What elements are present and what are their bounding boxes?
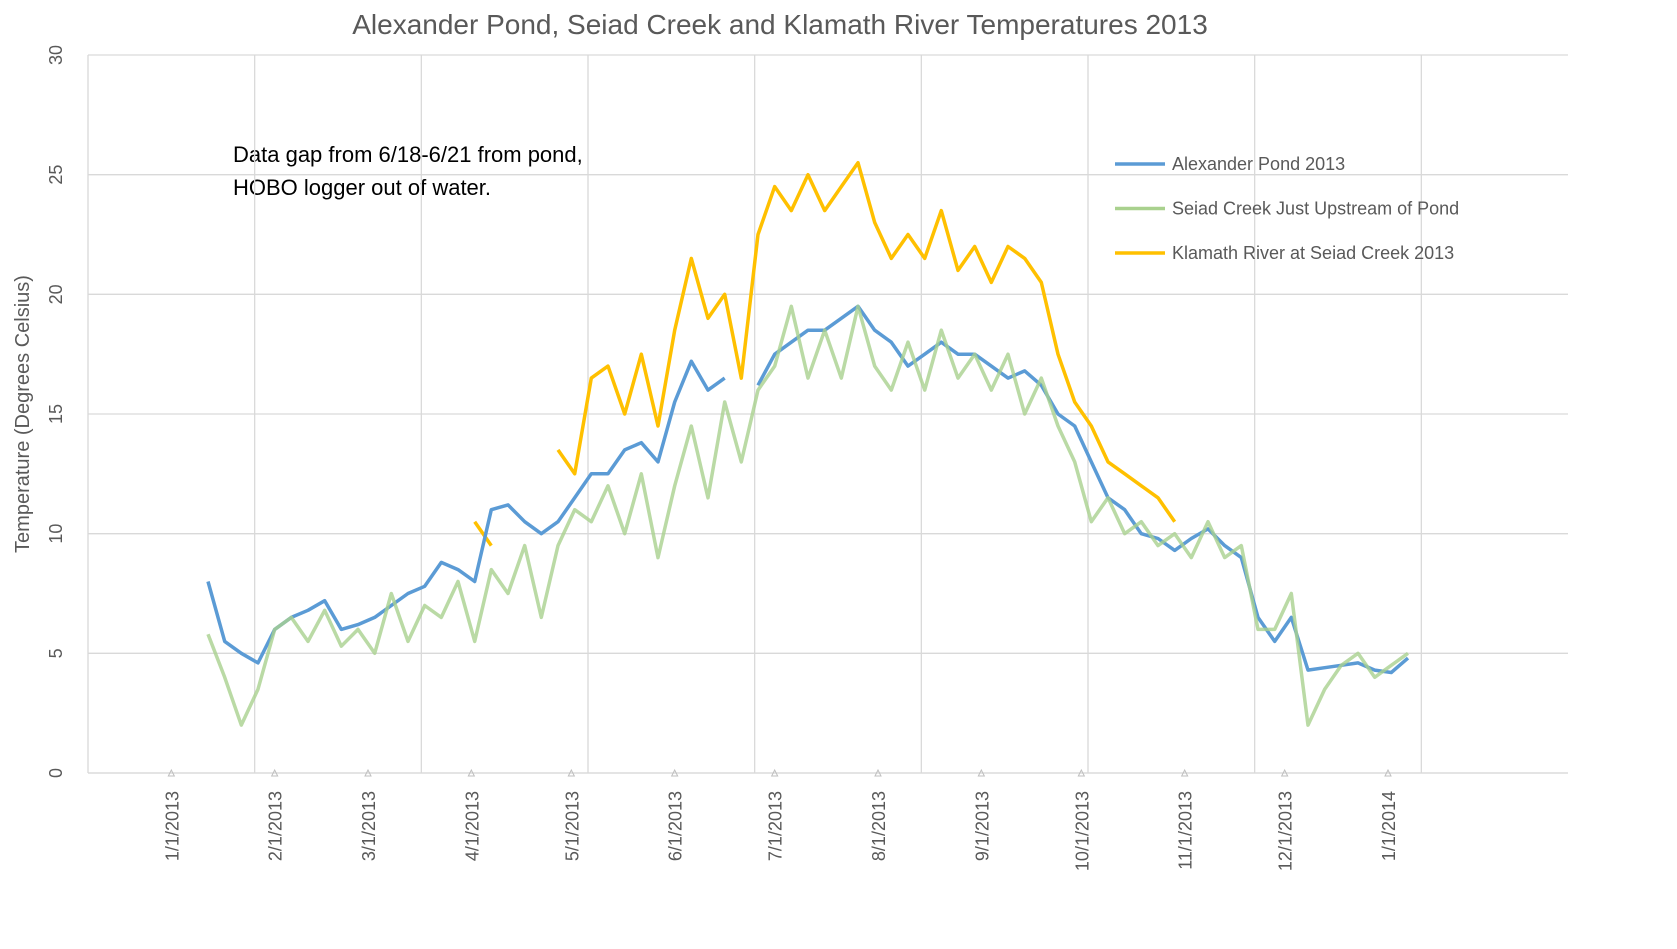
chart-title: Alexander Pond, Seiad Creek and Klamath … (352, 9, 1208, 40)
tick-mark (670, 768, 679, 777)
tick-mark (567, 768, 576, 777)
tick-mark (270, 768, 279, 777)
x-tick-label: 11/1/2013 (1176, 791, 1196, 870)
legend-label: Alexander Pond 2013 (1172, 154, 1345, 174)
tick-mark (364, 768, 372, 777)
tick-mark (1077, 768, 1086, 777)
x-tick-label: 2/1/2013 (266, 791, 286, 861)
tick-mark (1384, 768, 1392, 777)
line-series (473, 160, 1177, 547)
y-tick-label: 15 (46, 404, 66, 424)
line-series (206, 304, 1410, 727)
x-tick-label: 12/1/2013 (1276, 791, 1296, 871)
legend-label: Seiad Creek Just Upstream of Pond (1172, 199, 1459, 219)
y-tick-label: 30 (46, 45, 66, 65)
x-tick-label: 1/1/2013 (162, 791, 182, 861)
tick-mark (977, 768, 986, 777)
x-tick-label: 6/1/2013 (666, 791, 686, 861)
y-tick-label: 25 (46, 165, 66, 185)
x-tick-label: 4/1/2013 (462, 791, 482, 861)
x-tick-label: 9/1/2013 (972, 791, 992, 861)
y-tick-label: 5 (46, 648, 66, 658)
tick-mark (1180, 768, 1189, 777)
x-tick-label: 1/1/2014 (1379, 791, 1399, 861)
line-series (206, 304, 1410, 675)
legend-label: Klamath River at Seiad Creek 2013 (1172, 243, 1454, 263)
x-tick-label: 10/1/2013 (1072, 791, 1092, 871)
x-tick-label: 7/1/2013 (766, 791, 786, 861)
tick-mark (167, 768, 176, 777)
x-tick-label: 5/1/2013 (562, 791, 582, 861)
tick-mark (770, 768, 779, 777)
x-tick-label: 3/1/2013 (359, 791, 379, 861)
tick-mark (874, 768, 882, 777)
tick-mark (467, 768, 476, 777)
tick-mark (1280, 768, 1289, 777)
annotation: HOBO logger out of water. (233, 175, 491, 200)
y-tick-label: 0 (46, 768, 66, 778)
annotation: Data gap from 6/18-6/21 from pond, (233, 142, 583, 167)
y-tick-label: 10 (46, 524, 66, 544)
y-tick-label: 20 (46, 284, 66, 304)
x-tick-label: 8/1/2013 (869, 791, 889, 861)
y-axis-label: Temperature (Degrees Celsius) (12, 275, 34, 553)
